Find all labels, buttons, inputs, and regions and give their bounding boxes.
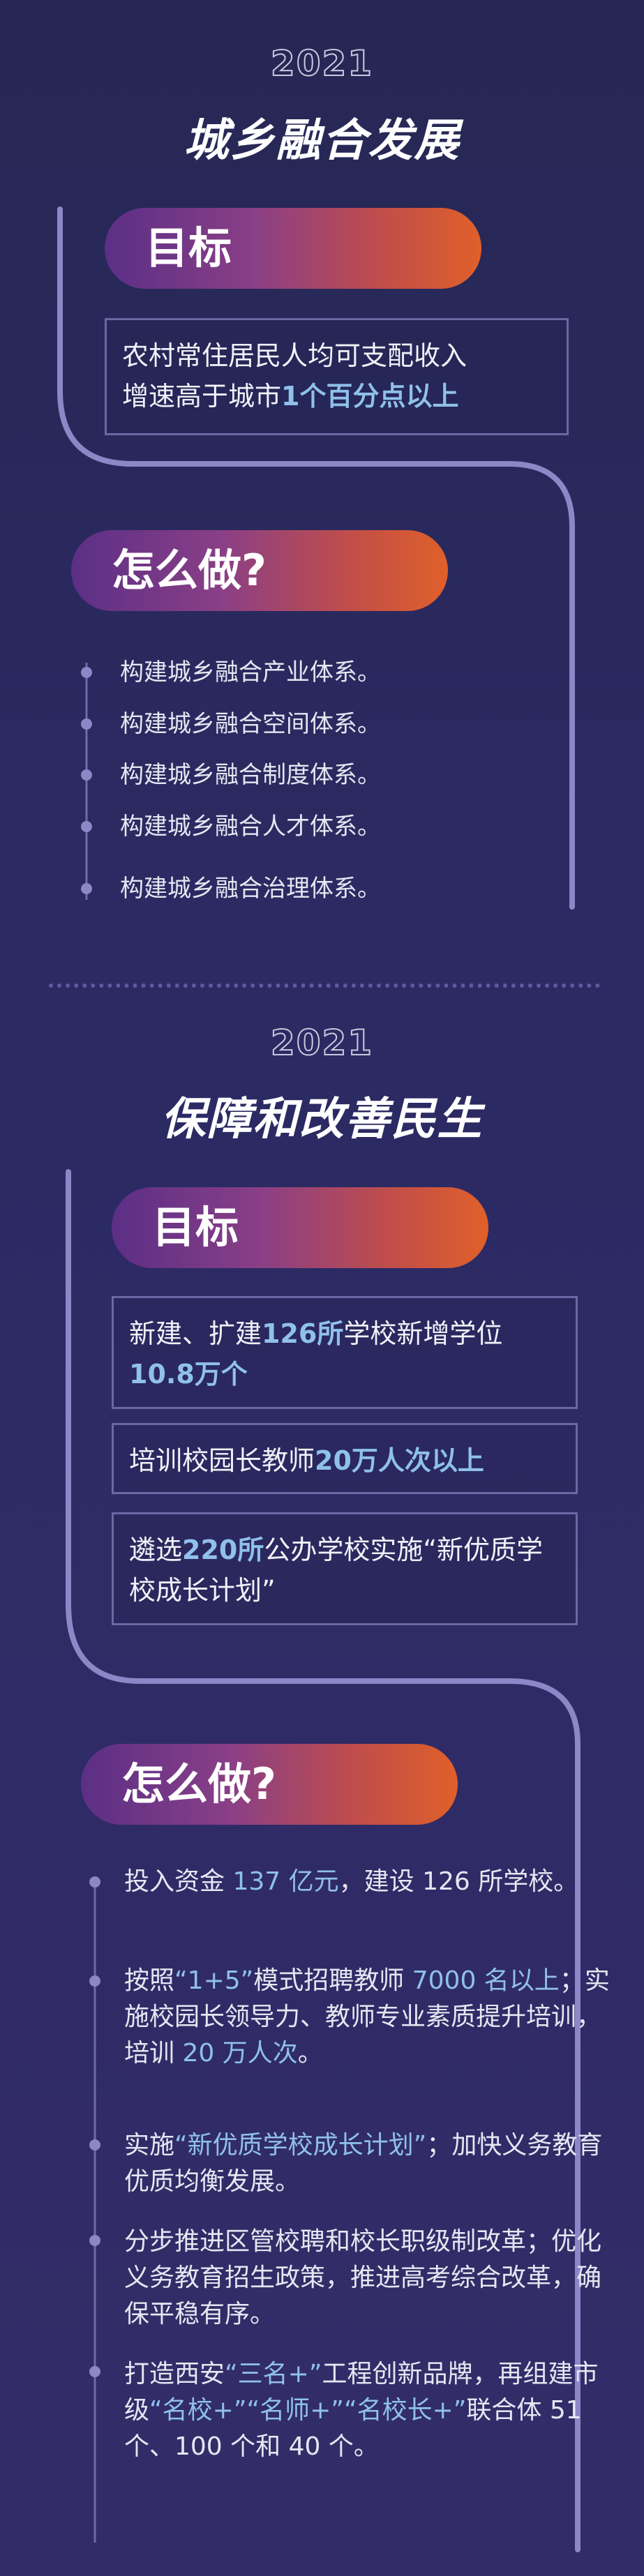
section2-goal-2-hl1: 20万人次以上: [315, 1445, 484, 1476]
step-text: 分步推进区管校聘和校长职级制改革；优化义务教育招生政策，推进高考综合改革，确保平…: [124, 2227, 602, 2328]
section2-step: 分步推进区管校聘和校长职级制改革；优化义务教育招生政策，推进高考综合改革，确保平…: [124, 2224, 613, 2333]
step-number: “名校+”“名师+”“名校长+”: [149, 2396, 467, 2425]
section1-item: 构建城乡融合治理体系。: [120, 875, 381, 903]
step-text: 实施: [124, 2131, 175, 2160]
step-text: 投入资金: [124, 1867, 233, 1896]
step-number: 7000 名以上: [412, 1966, 560, 1995]
section2-goal-box-3: 遴选220所公办学校实施“新优质学校成长计划”: [112, 1512, 578, 1625]
section2-goal-2-text: 培训校园长教师: [129, 1445, 315, 1476]
section1-item: 构建城乡融合制度体系。: [120, 761, 381, 789]
section2-goal-3-text2: 公办学校实施“新优质学校成长计划”: [129, 1535, 544, 1606]
section2-goal-box-2: 培训校园长教师20万人次以上: [112, 1423, 578, 1494]
section2-timeline: [66, 1169, 581, 2552]
step-text: 模式招聘教师: [253, 1966, 412, 1995]
section2-step: 投入资金 137 亿元，建设 126 所学校。: [124, 1864, 613, 1900]
section2-step: 实施“新优质学校成长计划”；加快义务教育优质均衡发展。: [124, 2127, 613, 2200]
step-number: “1+5”: [174, 1966, 254, 1995]
section2-goal-1-hl2: 10.8万个: [129, 1359, 248, 1389]
step-text: 联合体 51 个、100 个和 40 个。: [124, 2396, 582, 2461]
section1-goal-line1: 农村常住居民人均可支配收入: [122, 340, 467, 371]
step-text: ；加快义务教育优质均衡发展。: [124, 2131, 603, 2196]
section1-item: 构建城乡融合产业体系。: [120, 658, 381, 686]
section1-title: 城乡融合发展: [184, 115, 460, 167]
section1-goal-box: 农村常住居民人均可支配收入 增速高于城市1个百分点以上: [105, 318, 569, 435]
section2-goal-box-1: 新建、扩建126所学校新增学位 10.8万个: [112, 1296, 578, 1409]
step-text: ；实施校园长领导力、教师专业素质提升培训，培训: [124, 1966, 610, 2067]
section2-goal-1-text2: 学校新增学位: [343, 1318, 503, 1349]
section-divider: [49, 984, 600, 988]
section1-goal-line2: 增速高于城市1个百分点以上: [122, 376, 551, 416]
section1-how-label: 怎么做?: [71, 530, 448, 611]
section2-goal-3-hl1: 220所: [182, 1535, 264, 1565]
section2-how-label: 怎么做?: [81, 1744, 458, 1825]
section1-item: 构建城乡融合人才体系。: [120, 813, 381, 841]
section2-goal-3-text: 遴选: [129, 1535, 183, 1565]
step-text: 。: [297, 2039, 323, 2067]
section1-goal-text: 增速高于城市: [122, 381, 282, 412]
step-number: “三名+”: [225, 2360, 322, 2388]
step-text: ，建设 126 所学校。: [338, 1867, 579, 1896]
step-text: 工程创新品牌，再组建市级: [124, 2360, 599, 2425]
section2-goal-1-text: 新建、扩建: [129, 1318, 262, 1349]
section2-goal-1-hl1: 126所: [262, 1318, 344, 1349]
section1-timeline: [57, 206, 575, 910]
step-text: 打造西安: [124, 2360, 225, 2388]
section1-goal-highlight: 1个百分点以上: [281, 381, 459, 412]
step-number: “新优质学校成长计划”: [174, 2131, 427, 2160]
section2-year: 2021: [270, 1022, 374, 1064]
section1-item: 构建城乡融合空间体系。: [120, 710, 381, 738]
section1-goal-label: 目标: [105, 208, 481, 289]
section2-goal-1-line1: 新建、扩建126所学校新增学位: [129, 1313, 560, 1354]
section2-step: 按照“1+5”模式招聘教师 7000 名以上；实施校园长领导力、教师专业素质提升…: [124, 1963, 613, 2072]
step-text: 按照: [124, 1966, 175, 1995]
section1-year: 2021: [270, 43, 374, 84]
section2-step: 打造西安“三名+”工程创新品牌，再组建市级“名校+”“名师+”“名校长+”联合体…: [124, 2356, 613, 2465]
section2-title: 保障和改善民生: [160, 1094, 484, 1145]
step-number: 137 亿元: [232, 1867, 339, 1896]
section2-goal-label: 目标: [112, 1187, 488, 1268]
step-number: 20 万人次: [182, 2039, 298, 2067]
